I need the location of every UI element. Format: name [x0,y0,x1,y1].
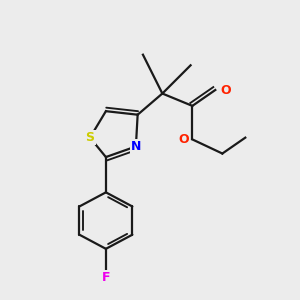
Text: N: N [131,140,141,153]
Text: S: S [85,131,94,144]
Text: O: O [220,83,231,97]
Text: O: O [178,133,189,146]
Text: F: F [102,271,110,284]
